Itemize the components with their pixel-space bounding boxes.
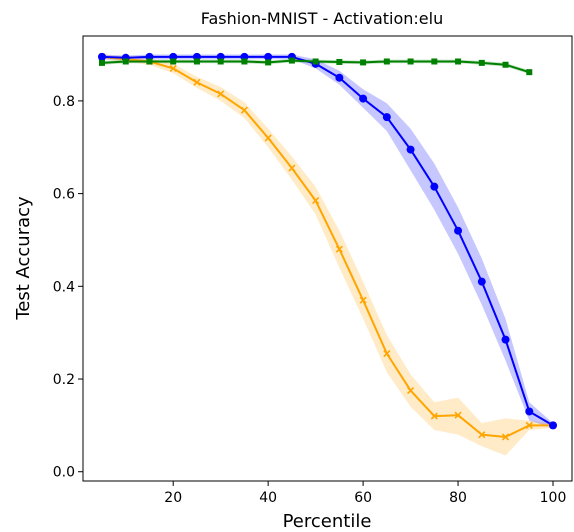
data-point-3-11 <box>336 58 343 65</box>
data-point-1-18 <box>501 433 510 441</box>
data-point-3-12 <box>360 59 367 66</box>
y-tick-label: 0.2 <box>53 372 75 388</box>
data-point-2-18 <box>501 335 510 344</box>
data-point-3-19 <box>526 69 533 76</box>
data-point-3-1 <box>98 59 105 66</box>
data-point-2-8 <box>264 52 273 61</box>
data-point-2-15 <box>430 182 439 191</box>
series-line-1 <box>101 55 554 438</box>
data-point-3-4 <box>170 58 177 65</box>
data-point-3-15 <box>431 58 438 65</box>
x-axis-title: Percentile <box>283 511 372 532</box>
x-tick-label: 80 <box>449 490 467 506</box>
data-point-3-17 <box>478 59 485 66</box>
data-point-1-5 <box>193 78 201 86</box>
data-point-1-10 <box>312 196 320 205</box>
data-point-3-3 <box>146 58 153 65</box>
data-point-3-10 <box>312 58 319 65</box>
data-point-2-12 <box>359 94 368 103</box>
data-point-2-19 <box>525 407 534 416</box>
plot-frame <box>82 35 573 482</box>
data-point-1-13 <box>383 349 391 358</box>
data-point-2-17 <box>477 277 486 286</box>
data-point-1-8 <box>264 134 272 142</box>
data-point-3-13 <box>383 58 390 65</box>
x-tick-label: 40 <box>259 490 277 506</box>
data-point-3-8 <box>265 59 272 66</box>
data-point-3-2 <box>122 58 129 65</box>
data-point-1-7 <box>240 106 248 114</box>
y-tick-label: 0.6 <box>53 187 75 203</box>
data-point-1-17 <box>478 431 486 439</box>
confidence-bands <box>102 54 553 456</box>
series-markers <box>97 52 558 441</box>
series-lines <box>101 55 554 438</box>
data-point-2-14 <box>406 145 415 154</box>
y-axis-title: Test Accuracy <box>13 196 34 321</box>
x-axis-ticks: 20 40 60 80 100 <box>164 481 566 506</box>
x-tick-label: 100 <box>540 490 567 506</box>
data-point-3-14 <box>407 58 414 65</box>
y-axis-ticks: 0.0 0.2 0.4 0.6 0.8 <box>53 94 83 481</box>
data-point-1-19 <box>525 421 533 429</box>
data-point-2-20 <box>549 421 558 430</box>
data-point-3-16 <box>455 58 462 65</box>
data-point-1-14 <box>407 387 415 395</box>
y-tick-label: 0.8 <box>53 94 75 110</box>
confidence-band-1 <box>102 54 553 456</box>
data-point-1-16 <box>454 411 462 419</box>
y-tick-label: 0.0 <box>53 465 75 481</box>
data-point-2-16 <box>454 226 463 235</box>
data-point-1-11 <box>335 245 343 253</box>
chart-title: Fashion-MNIST - Activation:elu <box>201 9 443 28</box>
data-point-1-4 <box>169 64 177 73</box>
data-point-3-9 <box>288 57 295 64</box>
data-point-1-6 <box>217 90 225 98</box>
data-point-3-18 <box>502 61 509 68</box>
x-tick-label: 20 <box>164 490 182 506</box>
data-point-3-6 <box>217 58 224 65</box>
data-point-2-1 <box>97 52 106 61</box>
confidence-band-3 <box>102 58 530 74</box>
y-tick-label: 0.4 <box>53 279 75 295</box>
data-point-3-7 <box>241 58 248 65</box>
data-point-1-15 <box>430 412 438 420</box>
data-point-1-12 <box>359 296 367 304</box>
data-point-2-11 <box>335 73 344 82</box>
x-tick-label: 60 <box>354 490 372 506</box>
data-point-3-5 <box>193 58 200 65</box>
data-point-1-9 <box>288 164 296 172</box>
data-point-2-13 <box>382 113 391 122</box>
